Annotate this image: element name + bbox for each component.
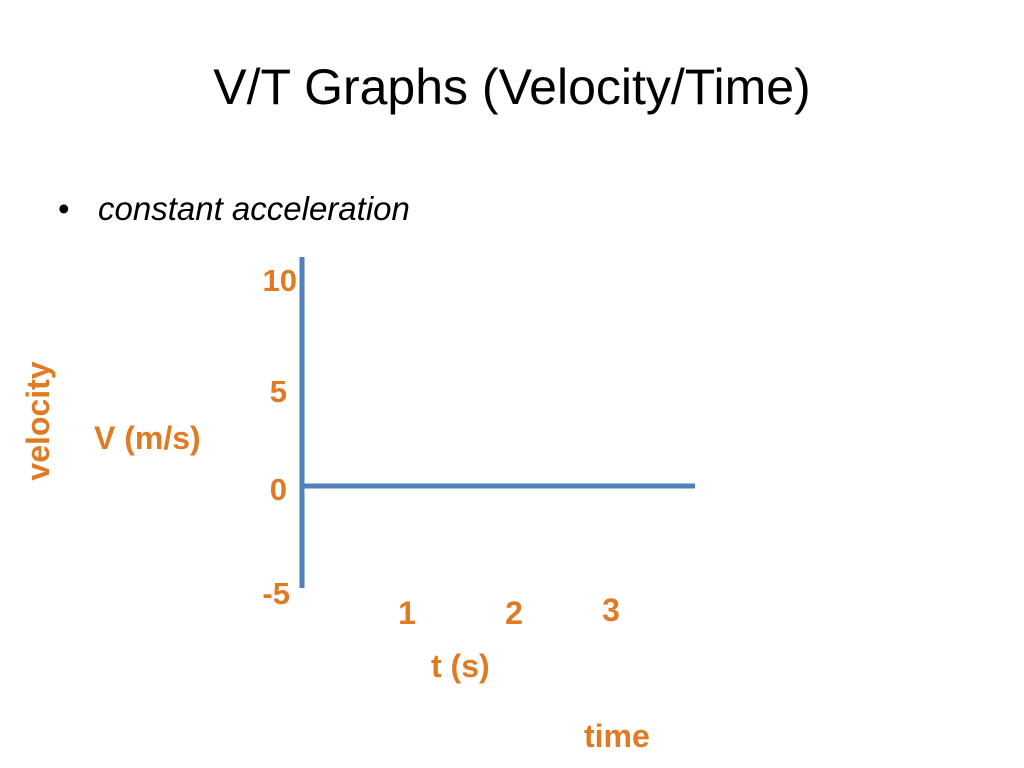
y-tick-label: 0	[269, 472, 287, 507]
bullet-text: constant acceleration	[98, 190, 410, 227]
y-annotation-velocity: velocity	[20, 361, 56, 481]
x-tick-label: 3	[602, 592, 620, 628]
bullet-dot-icon: •	[58, 190, 70, 227]
x-tick-label: 1	[398, 595, 416, 631]
x-annotation-time: time	[584, 718, 650, 754]
y-tick-label: -5	[262, 576, 290, 611]
y-tick-label: 5	[269, 374, 287, 409]
y-tick-label: 10	[262, 263, 297, 298]
y-axis-title: V (m/s)	[94, 420, 201, 456]
x-axis-title: t (s)	[431, 648, 490, 684]
slide-title: V/T Graphs (Velocity/Time)	[213, 59, 811, 115]
bullet-item: • constant acceleration	[58, 192, 410, 225]
x-tick-label: 2	[505, 595, 523, 631]
